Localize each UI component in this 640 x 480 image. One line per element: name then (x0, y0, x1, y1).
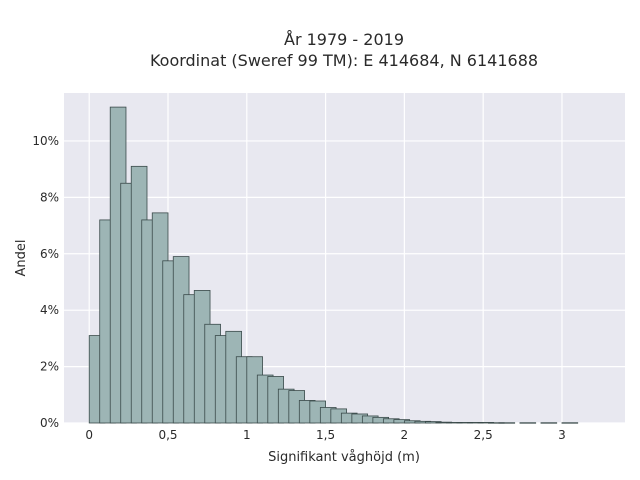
x-tick-label: 3 (558, 428, 566, 442)
y-tick-label: 6% (40, 247, 59, 261)
y-tick-label: 8% (40, 190, 59, 204)
y-axis-label: Andel (14, 240, 29, 277)
x-tick-label: 0,5 (158, 428, 177, 442)
histogram-bar (519, 422, 537, 424)
x-axis-ticks: 0 0,5 1 1,5 2 2,5 3 (85, 428, 565, 442)
histogram-bar (540, 422, 558, 424)
x-tick-label: 1 (243, 428, 251, 442)
chart-title-line1: År 1979 - 2019 (284, 30, 404, 49)
histogram-bars (88, 106, 579, 424)
chart-title-line2: Koordinat (Sweref 99 TM): E 414684, N 61… (150, 51, 538, 70)
x-tick-label: 2,5 (474, 428, 493, 442)
x-axis-label: Signifikant våghöjd (m) (268, 450, 420, 465)
histogram-bar (498, 422, 516, 424)
y-tick-label: 0% (40, 416, 59, 430)
x-tick-label: 0 (85, 428, 93, 442)
y-tick-label: 2% (40, 360, 59, 374)
histogram-bar (561, 422, 579, 424)
y-tick-label: 10% (32, 134, 59, 148)
y-tick-label: 4% (40, 303, 59, 317)
x-tick-label: 2 (401, 428, 409, 442)
y-axis-ticks: 0% 2% 4% 6% 8% 10% (32, 134, 59, 430)
x-tick-label: 1,5 (316, 428, 335, 442)
